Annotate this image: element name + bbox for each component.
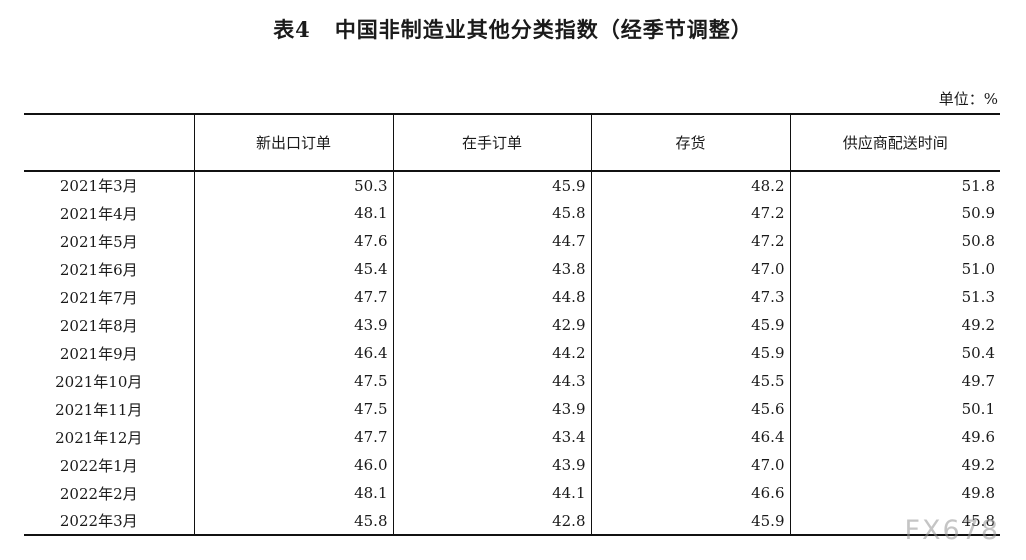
- cell-new-export-orders: 47.5: [193, 367, 393, 395]
- cell-new-export-orders: 46.4: [193, 339, 393, 367]
- cell-new-export-orders: 48.1: [193, 479, 393, 507]
- cell-inventory: 47.0: [590, 255, 790, 283]
- table-row: 2021年7月 47.7 44.8 47.3 51.3: [24, 283, 1000, 311]
- cell-month: 2021年7月: [59, 288, 138, 307]
- cell-new-export-orders: 47.7: [193, 283, 393, 311]
- table-row: 2022年3月 45.8 42.8 45.9 45.8: [24, 507, 1000, 536]
- cell-month: 2021年11月: [55, 400, 143, 419]
- cell-inventory: 45.6: [590, 395, 790, 423]
- header-supplier-delivery-time: 供应商配送时间: [789, 113, 1000, 172]
- table-number: 表4: [273, 17, 311, 42]
- cell-month: 2021年12月: [55, 428, 143, 447]
- unit-label: 单位：%: [938, 90, 998, 108]
- cell-supplier-delivery-time: 49.2: [789, 311, 1000, 339]
- cell-new-export-orders: 47.6: [193, 227, 393, 255]
- cell-supplier-delivery-time: 49.7: [789, 367, 1000, 395]
- cell-month: 2021年6月: [59, 260, 138, 279]
- cell-new-export-orders: 47.5: [193, 395, 393, 423]
- table-row: 2021年5月 47.6 44.7 47.2 50.8: [24, 227, 1000, 255]
- cell-new-export-orders: 47.7: [193, 423, 393, 451]
- header-month: [24, 113, 194, 172]
- cell-backlog-orders: 44.1: [392, 479, 591, 507]
- cell-inventory: 45.5: [590, 367, 790, 395]
- cell-new-export-orders: 46.0: [193, 451, 393, 479]
- cell-supplier-delivery-time: 50.8: [789, 227, 1000, 255]
- cell-supplier-delivery-time: 51.3: [789, 283, 1000, 311]
- cell-backlog-orders: 42.8: [392, 507, 591, 536]
- table-row: 2021年10月 47.5 44.3 45.5 49.7: [24, 367, 1000, 395]
- table-row: 2022年2月 48.1 44.1 46.6 49.8: [24, 479, 1000, 507]
- table-row: 2021年4月 48.1 45.8 47.2 50.9: [24, 199, 1000, 227]
- cell-supplier-delivery-time: 50.4: [789, 339, 1000, 367]
- cell-inventory: 45.9: [590, 339, 790, 367]
- cell-inventory: 46.4: [590, 423, 790, 451]
- cell-supplier-delivery-time: 50.9: [789, 199, 1000, 227]
- cell-supplier-delivery-time: 51.0: [789, 255, 1000, 283]
- cell-month: 2021年5月: [59, 232, 138, 251]
- cell-inventory: 45.9: [590, 311, 790, 339]
- header-row: 新出口订单 在手订单 存货 供应商配送时间: [24, 113, 1000, 172]
- cell-new-export-orders: 45.8: [193, 507, 393, 536]
- header-backlog-orders: 在手订单: [392, 113, 591, 172]
- cell-supplier-delivery-time: 51.8: [789, 171, 1000, 199]
- cell-supplier-delivery-time: 49.8: [789, 479, 1000, 507]
- table-title: 表4 中国非制造业其他分类指数（经季节调整）: [0, 14, 1026, 44]
- cell-inventory: 48.2: [590, 171, 790, 199]
- cell-month: 2022年2月: [59, 484, 138, 503]
- cell-backlog-orders: 45.9: [392, 171, 591, 199]
- cell-backlog-orders: 43.9: [392, 451, 591, 479]
- cell-month: 2021年9月: [59, 344, 138, 363]
- cell-month: 2021年10月: [55, 372, 143, 391]
- cell-inventory: 45.9: [590, 507, 790, 536]
- cell-new-export-orders: 45.4: [193, 255, 393, 283]
- cell-backlog-orders: 43.8: [392, 255, 591, 283]
- index-table: 新出口订单 在手订单 存货 供应商配送时间 2021年3月 50.3 45.9 48.…: [24, 113, 1000, 536]
- header-new-export-orders: 新出口订单: [193, 113, 393, 172]
- cell-new-export-orders: 48.1: [193, 199, 393, 227]
- table-row: 2021年8月 43.9 42.9 45.9 49.2: [24, 311, 1000, 339]
- cell-inventory: 47.2: [590, 227, 790, 255]
- cell-supplier-delivery-time: 45.8: [789, 507, 1000, 536]
- cell-new-export-orders: 50.3: [193, 171, 393, 199]
- cell-backlog-orders: 42.9: [392, 311, 591, 339]
- cell-supplier-delivery-time: 50.1: [789, 395, 1000, 423]
- table-row: 2021年3月 50.3 45.9 48.2 51.8: [24, 171, 1000, 199]
- cell-backlog-orders: 45.8: [392, 199, 591, 227]
- cell-backlog-orders: 44.8: [392, 283, 591, 311]
- cell-month: 2021年4月: [59, 204, 138, 223]
- cell-month: 2021年3月: [59, 177, 138, 195]
- header-inventory: 存货: [590, 113, 790, 172]
- cell-new-export-orders: 43.9: [193, 311, 393, 339]
- cell-month: 2021年8月: [59, 316, 138, 335]
- watermark-logo: FX678: [904, 515, 1000, 546]
- cell-month: 2022年1月: [59, 456, 138, 475]
- table-row: 2021年9月 46.4 44.2 45.9 50.4: [24, 339, 1000, 367]
- cell-backlog-orders: 44.7: [392, 227, 591, 255]
- cell-inventory: 47.0: [590, 451, 790, 479]
- table-row: 2021年12月 47.7 43.4 46.4 49.6: [24, 423, 1000, 451]
- cell-backlog-orders: 44.3: [392, 367, 591, 395]
- table-row: 2022年1月 46.0 43.9 47.0 49.2: [24, 451, 1000, 479]
- cell-supplier-delivery-time: 49.2: [789, 451, 1000, 479]
- cell-inventory: 47.3: [590, 283, 790, 311]
- table-row: 2021年11月 47.5 43.9 45.6 50.1: [24, 395, 1000, 423]
- cell-inventory: 46.6: [590, 479, 790, 507]
- cell-month: 2022年3月: [24, 507, 194, 536]
- cell-backlog-orders: 43.4: [392, 423, 591, 451]
- table-title-text: 中国非制造业其他分类指数（经季节调整）: [334, 17, 753, 42]
- cell-backlog-orders: 43.9: [392, 395, 591, 423]
- cell-backlog-orders: 44.2: [392, 339, 591, 367]
- cell-inventory: 47.2: [590, 199, 790, 227]
- table-row: 2021年6月 45.4 43.8 47.0 51.0: [24, 255, 1000, 283]
- cell-supplier-delivery-time: 49.6: [789, 423, 1000, 451]
